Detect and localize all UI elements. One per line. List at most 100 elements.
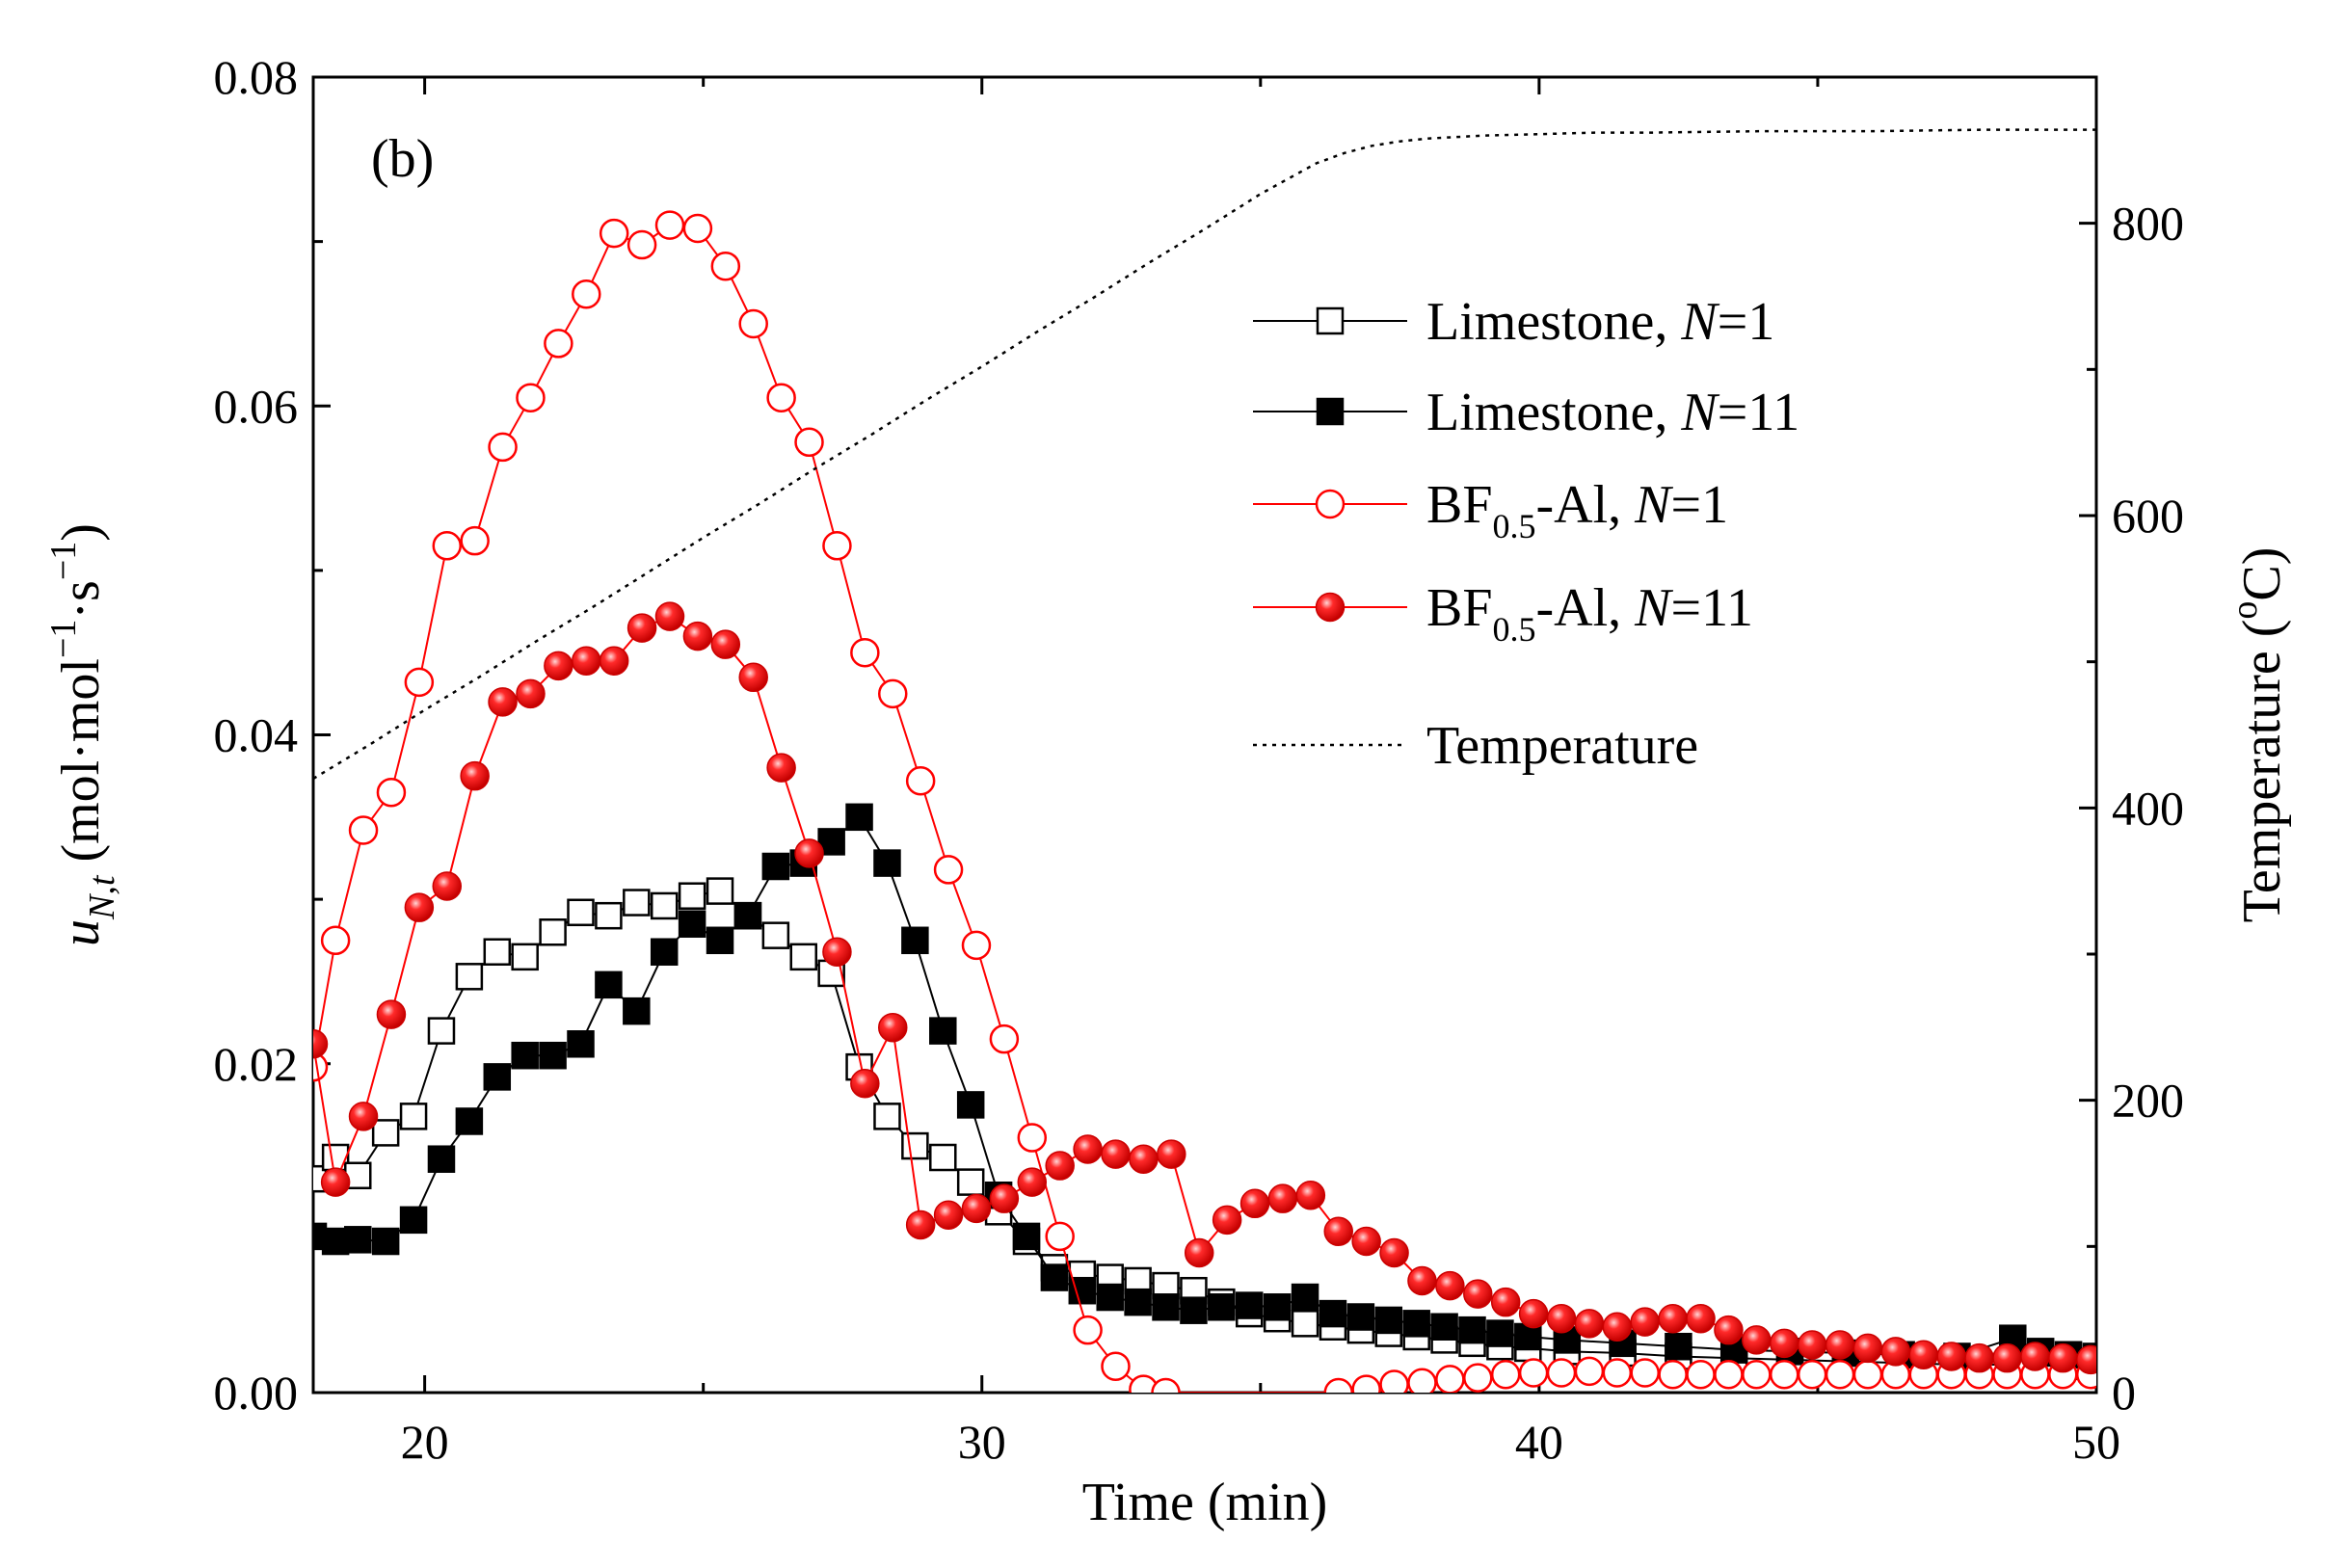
y2-axis-title: Temperature (oC): [2225, 547, 2292, 923]
panel-label: (b): [371, 129, 434, 189]
data-point: [1212, 1205, 1242, 1236]
legend-item: Limestone, N=11: [1253, 383, 1799, 442]
data-point: [455, 963, 484, 991]
data-point: [1045, 1151, 1075, 1181]
series-layer: [313, 128, 2096, 1393]
data-point: [1374, 1306, 1403, 1335]
data-point: [1208, 1293, 1236, 1321]
series-line: [313, 224, 2092, 1393]
data-point: [1770, 1359, 1799, 1390]
data-point: [678, 910, 706, 938]
data-point: [313, 1029, 329, 1059]
data-point: [599, 218, 629, 249]
data-point: [1267, 1183, 1298, 1213]
data-point: [654, 601, 685, 631]
data-point: [1351, 1226, 1381, 1257]
data-point: [1797, 1330, 1827, 1360]
data-point: [1908, 1340, 1939, 1370]
data-point: [901, 926, 929, 955]
data-point: [929, 1143, 957, 1172]
y-axis-title: uN,t (mol·mol−1·s−1): [43, 523, 122, 946]
legend-label: Temperature: [1426, 716, 1698, 776]
data-point: [1263, 1293, 1292, 1321]
data-point: [1852, 1359, 1883, 1390]
x-axis-title: Time (min): [1082, 1473, 1328, 1532]
data-point: [432, 531, 462, 561]
data-point: [1880, 1337, 1911, 1367]
legend-label: Limestone, N=1: [1426, 292, 1774, 352]
legend-item: BF0.5-Al, N=11: [1253, 578, 1753, 649]
data-point: [460, 760, 490, 791]
data-point: [650, 891, 679, 920]
data-point: [1407, 1265, 1437, 1296]
data-point: [1323, 1377, 1353, 1393]
data-point: [1017, 1167, 1048, 1197]
data-point: [1351, 1374, 1381, 1393]
data-point: [1742, 1359, 1772, 1390]
x-tick-label: 20: [401, 1415, 449, 1469]
data-point: [599, 646, 629, 676]
data-point: [1602, 1358, 1633, 1388]
data-point: [1407, 1368, 1437, 1393]
data-point: [404, 667, 435, 698]
y-tick-label: 0.06: [214, 379, 299, 433]
data-point: [1630, 1307, 1660, 1337]
data-point: [1430, 1313, 1458, 1341]
legend-marker: [1316, 306, 1345, 335]
data-point: [956, 1091, 985, 1119]
data-point: [544, 651, 573, 681]
data-point: [961, 1193, 992, 1224]
x-tick-label: 30: [958, 1415, 1006, 1469]
data-point: [1101, 1351, 1131, 1381]
data-point: [878, 678, 908, 709]
x-tick-label: 50: [2072, 1415, 2120, 1469]
data-point: [1435, 1270, 1465, 1301]
data-point: [595, 901, 623, 930]
data-point: [1124, 1288, 1152, 1316]
legend-label: BF0.5-Al, N=11: [1426, 578, 1753, 649]
plot-frame: [311, 75, 2098, 1395]
y2-tick-label: 0: [2112, 1366, 2136, 1420]
series-4: [313, 128, 2096, 781]
data-point: [766, 383, 796, 412]
data-point: [1323, 1216, 1353, 1247]
data-point: [626, 229, 657, 260]
data-point: [1295, 1181, 1326, 1210]
data-point: [1797, 1359, 1827, 1390]
data-point: [1157, 1139, 1186, 1169]
data-point: [817, 828, 845, 856]
data-point: [933, 855, 964, 885]
data-point: [1017, 1123, 1048, 1153]
data-point: [789, 943, 817, 971]
data-point: [2048, 1342, 2078, 1373]
data-point: [511, 943, 539, 971]
series-line: [313, 128, 2096, 781]
data-point: [878, 1012, 908, 1043]
data-point: [483, 1063, 512, 1091]
data-point: [344, 1226, 372, 1254]
legend-item: BF0.5-Al, N=1: [1253, 475, 1728, 545]
data-point: [1096, 1283, 1124, 1312]
y-tick-label: 0.00: [214, 1366, 299, 1420]
data-point: [1574, 1309, 1605, 1339]
series-3: [313, 601, 2096, 1375]
x-tick-label: 40: [1515, 1415, 1563, 1469]
data-point: [1630, 1358, 1660, 1388]
data-point: [348, 1102, 379, 1131]
legend-item: Temperature: [1253, 716, 1698, 776]
data-point: [1101, 1139, 1131, 1169]
data-point: [427, 1145, 456, 1173]
data-point: [2075, 1344, 2096, 1375]
data-point: [404, 892, 435, 922]
series-2: [313, 210, 2096, 1393]
data-point: [710, 629, 741, 659]
series-clip: [313, 128, 2096, 1393]
data-point: [706, 926, 734, 955]
data-point: [1602, 1312, 1633, 1342]
data-point: [794, 427, 824, 458]
data-point: [1546, 1303, 1577, 1334]
data-point: [432, 871, 462, 901]
data-point: [1658, 1359, 1688, 1390]
legend-marker: [1315, 489, 1346, 519]
data-point: [1742, 1325, 1772, 1355]
